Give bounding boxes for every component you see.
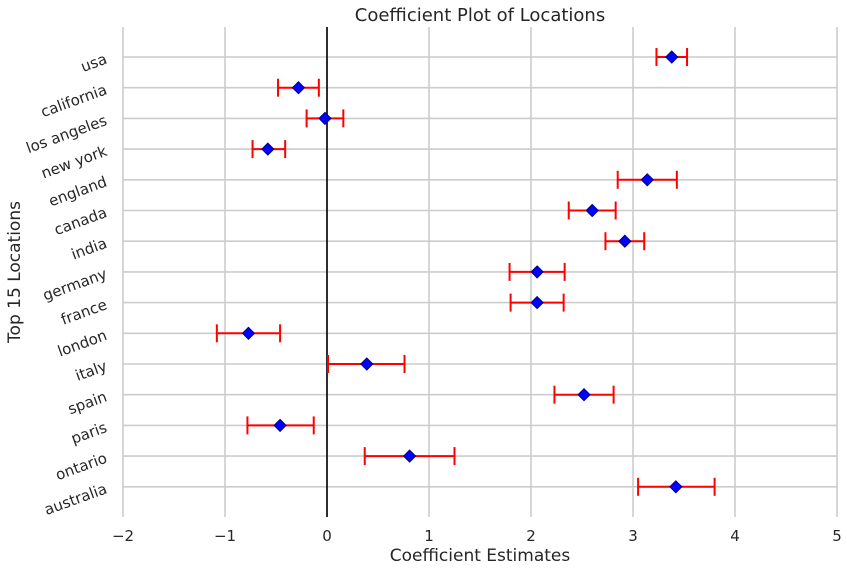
estimate-marker-england — [640, 173, 654, 187]
y-tick-label: canada — [52, 203, 110, 239]
y-tick-label: paris — [69, 418, 110, 448]
estimate-marker-australia — [669, 480, 683, 494]
x-axis-title: Coefficient Estimates — [390, 546, 571, 566]
x-tick-label: 1 — [424, 527, 434, 545]
estimate-marker-london — [241, 326, 256, 341]
estimate-marker-paris — [273, 418, 287, 433]
y-axis-title: Top 15 Locations — [5, 201, 25, 344]
estimate-marker-usa — [665, 50, 679, 64]
y-tick-label: london — [55, 326, 109, 360]
x-tick-label: 0 — [322, 527, 332, 545]
x-tick-label: 3 — [628, 527, 638, 545]
y-tick-label: france — [58, 295, 109, 328]
grid — [122, 27, 838, 517]
estimate-marker-new-york — [261, 142, 275, 156]
y-tick-label: australia — [42, 480, 110, 519]
y-tick-label: ontario — [53, 449, 109, 484]
estimate-marker-california — [291, 80, 306, 95]
estimate-marker-italy — [360, 357, 374, 371]
estimate-marker-los-angeles — [318, 111, 332, 126]
estimate-marker-germany — [530, 265, 544, 279]
y-tick-label: india — [69, 234, 110, 263]
y-tick-label: spain — [65, 388, 109, 419]
estimate-marker-france — [530, 295, 544, 310]
chart-title: Coefficient Plot of Locations — [355, 5, 605, 26]
x-tick-label: 4 — [730, 527, 740, 545]
estimate-marker-ontario — [402, 449, 417, 463]
estimate-marker-spain — [577, 387, 591, 402]
y-tick-label: usa — [78, 50, 109, 76]
x-tick-label: 5 — [832, 527, 842, 545]
x-tick-label: 2 — [526, 527, 536, 545]
x-tick-label: −1 — [214, 527, 236, 545]
estimate-marker-canada — [585, 203, 599, 218]
y-tick-label: italy — [73, 357, 110, 385]
estimate-markers — [241, 50, 683, 494]
estimate-marker-india — [618, 234, 632, 248]
x-tick-label: −2 — [112, 527, 134, 545]
x-tick-labels: −2 −1 0 1 2 3 4 5 — [112, 527, 842, 545]
